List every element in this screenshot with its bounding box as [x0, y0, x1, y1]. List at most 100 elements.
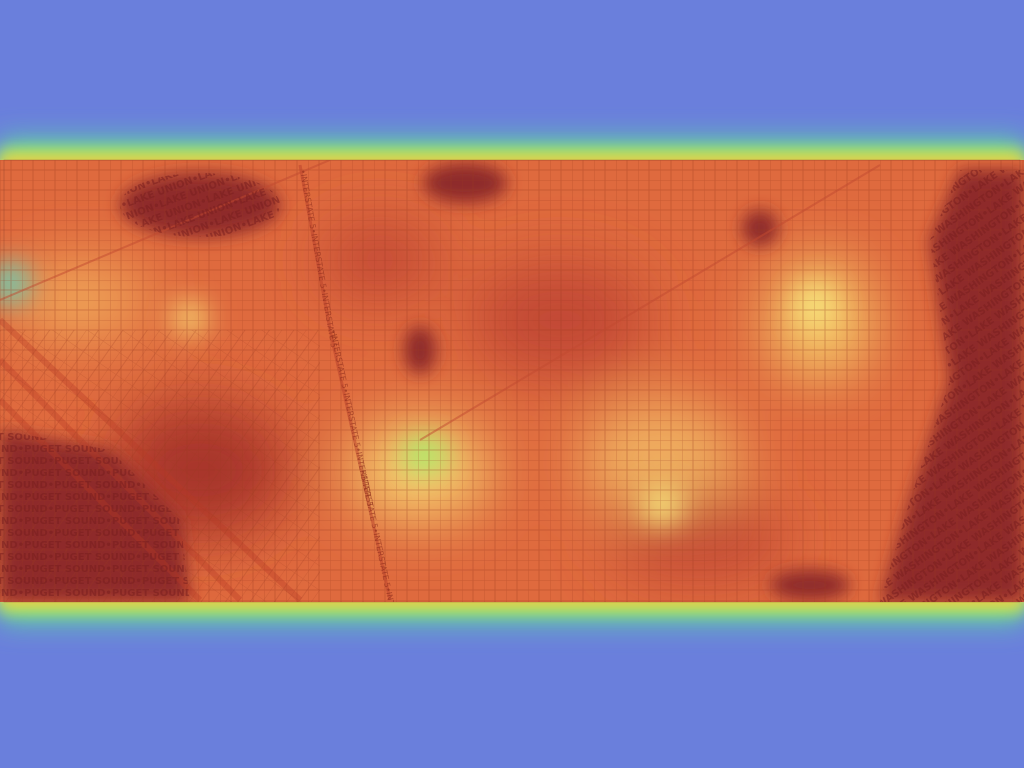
- separator: •: [1004, 445, 1016, 458]
- separator: •: [309, 228, 319, 234]
- separator: •: [1012, 201, 1024, 214]
- separator: •: [18, 468, 24, 479]
- separator: •: [995, 229, 1007, 242]
- label-text: PUGET SOUND: [112, 564, 193, 575]
- separator: •: [358, 469, 368, 475]
- label-text: PUGET SOUND: [54, 576, 135, 587]
- separator: •: [18, 492, 24, 503]
- separator: •: [959, 381, 971, 394]
- label-text: PUGET SOUND: [0, 540, 18, 551]
- map-frame: [3, 159, 1021, 603]
- label-text: PUGET SOUND: [0, 552, 48, 563]
- separator: •: [105, 564, 111, 575]
- separator: •: [961, 332, 973, 345]
- separator: •: [965, 186, 977, 199]
- separator: •: [974, 402, 986, 415]
- label-text: PUGET SOUND: [0, 528, 48, 539]
- separator: •: [105, 540, 111, 551]
- label-text: PUGET SOUND: [0, 456, 48, 467]
- separator: •: [1019, 466, 1024, 479]
- label-text: PUGET SOUND: [24, 492, 105, 503]
- water-label: •PUGET SOUND•PUGET SOUND•PUGET SOUND•PUG…: [0, 516, 281, 527]
- separator: •: [135, 552, 141, 563]
- separator: •: [353, 447, 363, 453]
- label-text: PUGET SOUND: [54, 480, 135, 491]
- separator: •: [991, 374, 1003, 387]
- separator: •: [941, 505, 953, 518]
- separator: •: [939, 554, 951, 567]
- separator: •: [986, 569, 998, 582]
- separator: •: [18, 516, 24, 527]
- label-text: PUGET SOUND: [142, 552, 223, 563]
- label-text: PUGET SOUND: [54, 456, 135, 467]
- label-text: PUGET SOUND: [0, 492, 18, 503]
- separator: •: [298, 169, 308, 175]
- separator: •: [223, 174, 233, 187]
- separator: •: [135, 480, 141, 491]
- label-text: PUGET SOUND: [142, 504, 223, 515]
- label-text: PUGET SOUND: [112, 492, 193, 503]
- separator: •: [120, 199, 130, 212]
- separator: •: [944, 359, 956, 372]
- separator: •: [328, 329, 338, 335]
- label-text: PUGET SOUND: [0, 504, 48, 515]
- separator: •: [982, 158, 994, 171]
- water-label: •PUGET SOUND•PUGET SOUND•PUGET SOUND•PUG…: [0, 504, 311, 515]
- label-text: PUGET SOUND: [0, 516, 18, 527]
- label-text: PUGET SOUND: [54, 504, 135, 515]
- separator: •: [976, 353, 988, 366]
- label-text: PUGET SOUND: [24, 516, 105, 527]
- separator: •: [135, 576, 141, 587]
- label-text: PUGET SOUND: [112, 588, 193, 599]
- label-text: PUGET SOUND: [24, 444, 105, 455]
- label-text: PUGET SOUND: [24, 468, 105, 479]
- lake-union-labels: •LAKE UNION•LAKE UNION•LAKE UNION•LAKE U…: [120, 173, 280, 237]
- separator: •: [105, 468, 111, 479]
- label-rows: •LAKE UNION•LAKE UNION•LAKE UNION•LAKE U…: [120, 173, 280, 237]
- separator: •: [1021, 417, 1024, 430]
- separator: •: [924, 533, 936, 546]
- separator: •: [18, 588, 24, 599]
- water-label: •PUGET SOUND•PUGET SOUND•PUGET SOUND•PUG…: [0, 540, 281, 551]
- label-text: PUGET SOUND: [0, 564, 18, 575]
- separator: •: [319, 288, 329, 294]
- separator: •: [152, 200, 162, 213]
- separator: •: [231, 197, 241, 210]
- separator: •: [1006, 395, 1018, 408]
- label-text: PUGET SOUND: [0, 576, 48, 587]
- separator: •: [926, 483, 938, 496]
- label-text: PUGET SOUND: [0, 588, 18, 599]
- separator: •: [18, 444, 24, 455]
- separator: •: [48, 480, 54, 491]
- water-label: •PUGET SOUND•PUGET SOUND•PUGET SOUND•PUG…: [0, 552, 311, 563]
- separator: •: [239, 219, 249, 232]
- separator: •: [48, 504, 54, 515]
- label-text: PUGET SOUND: [54, 528, 135, 539]
- separator: •: [105, 588, 111, 599]
- water-label: •PUGET SOUND•PUGET SOUND•PUGET SOUND•PUG…: [0, 576, 311, 587]
- separator: •: [18, 564, 24, 575]
- separator: •: [191, 173, 201, 186]
- separator: •: [968, 597, 980, 610]
- separator: •: [980, 208, 992, 221]
- separator: •: [160, 223, 170, 236]
- label-text: PUGET SOUND: [112, 516, 193, 527]
- separator: •: [48, 552, 54, 563]
- separator: •: [48, 456, 54, 467]
- separator: •: [207, 218, 217, 231]
- separator: •: [947, 310, 959, 323]
- separator: •: [371, 528, 381, 534]
- separator: •: [971, 547, 983, 560]
- water-label: •PUGET SOUND•PUGET SOUND•PUGET SOUND•PUG…: [0, 564, 281, 575]
- water-label: •PUGET SOUND•PUGET SOUND•PUGET SOUND•PUG…: [0, 528, 311, 539]
- label-text: PUGET SOUND: [0, 432, 48, 443]
- label-text: INTERSTATE 5: [384, 591, 404, 647]
- separator: •: [989, 423, 1001, 436]
- label-text: PUGET SOUND: [0, 468, 18, 479]
- separator: •: [135, 528, 141, 539]
- label-text: PUGET SOUND: [142, 528, 223, 539]
- separator: •: [997, 180, 1009, 193]
- separator: •: [105, 492, 111, 503]
